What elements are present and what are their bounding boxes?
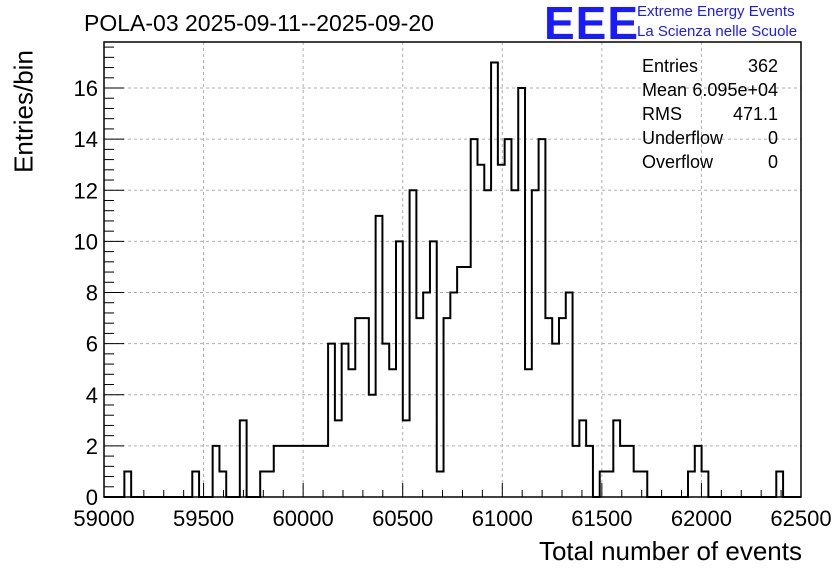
- x-tick-label: 59000: [73, 506, 134, 531]
- stat-value: 0: [767, 152, 778, 172]
- stat-value: 471.1: [732, 104, 778, 124]
- x-tick-label: 61000: [472, 506, 533, 531]
- axis-tick-labels: 59000 59500 60000 60500 61000 61500 62000 62500…: [73, 76, 831, 531]
- y-tick-label: 8: [86, 281, 98, 306]
- stat-row-overflow: Overflow 0: [640, 152, 780, 176]
- x-tick-label: 61500: [571, 506, 632, 531]
- y-tick-label: 14: [74, 127, 98, 152]
- y-tick-label: 0: [86, 485, 98, 510]
- stat-row-mean: Mean 6.095e+04: [640, 80, 780, 104]
- y-tick-label: 16: [74, 76, 98, 101]
- stats-box: Entries 362 Mean 6.095e+04 RMS 471.1 Und…: [640, 56, 780, 176]
- x-tick-label: 59500: [173, 506, 234, 531]
- axis-ticks: [103, 46, 802, 498]
- stat-label: Mean: [642, 80, 688, 100]
- stat-value: 0: [767, 128, 778, 148]
- stat-row-underflow: Underflow 0: [640, 128, 780, 152]
- stat-value: 362: [747, 56, 778, 76]
- x-tick-label: 60000: [273, 506, 334, 531]
- stat-row-entries: Entries 362: [640, 56, 780, 80]
- stat-label: Entries: [642, 56, 699, 76]
- chart-title: POLA-03 2025-09-11--2025-09-20: [84, 10, 434, 36]
- x-tick-label: 62500: [770, 506, 831, 531]
- y-axis-label: Entries/bin: [8, 50, 39, 173]
- logo-subtitle-line2: La Scienza nelle Scuole: [637, 23, 798, 40]
- stat-value: 6.095e+04: [692, 80, 778, 100]
- x-axis-label: Total number of events: [538, 536, 802, 566]
- stat-label: RMS: [642, 104, 682, 124]
- x-tick-label: 62000: [671, 506, 732, 531]
- y-tick-label: 2: [86, 434, 98, 459]
- y-tick-label: 10: [74, 229, 98, 254]
- logo-subtitle-line1: Extreme Energy Events: [637, 3, 795, 20]
- stat-row-rms: RMS 471.1: [640, 104, 780, 128]
- plot-frame: [103, 41, 802, 498]
- x-tick-label: 60500: [372, 506, 433, 531]
- stat-label: Underflow: [642, 128, 724, 148]
- y-tick-label: 12: [74, 178, 98, 203]
- y-tick-label: 6: [86, 332, 98, 357]
- eee-logo: EEE: [544, 0, 640, 49]
- stat-label: Overflow: [642, 152, 714, 172]
- y-tick-label: 4: [86, 383, 98, 408]
